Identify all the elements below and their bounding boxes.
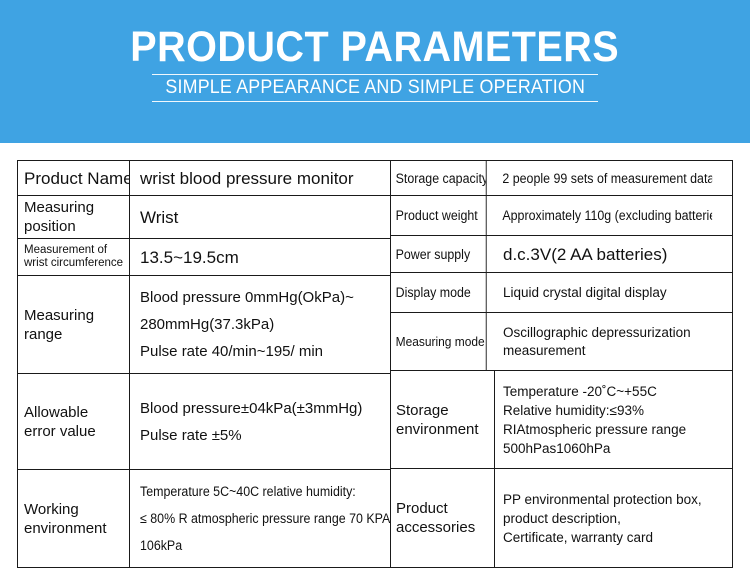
table-row: Measuring position Wrist	[18, 196, 390, 239]
page-subtitle-rule: SIMPLE APPEARANCE AND SIMPLE OPERATION	[151, 73, 599, 102]
row-label: Display mode	[391, 273, 487, 312]
row-value: Liquid crystal digital display	[503, 285, 667, 300]
table-row: Product weight Approximately 110g (exclu…	[391, 196, 732, 236]
row-label: Working environment	[18, 470, 130, 567]
page-header-banner: PRODUCT PARAMETERS SIMPLE APPEARANCE AND…	[0, 0, 750, 143]
row-value: Approximately 110g (excluding batteries)	[502, 208, 713, 223]
table-row: Product Name wrist blood pressure monito…	[18, 161, 390, 196]
table-row: Storage capacity 2 people 99 sets of mea…	[391, 161, 732, 196]
page-subtitle: SIMPLE APPEARANCE AND SIMPLE OPERATION	[165, 76, 585, 98]
table-row: Measurement of wrist circumference 13.5~…	[18, 239, 390, 276]
row-label: Measuring position	[18, 196, 130, 238]
row-label: Product Name	[18, 161, 130, 195]
row-label: Measurement of wrist circumference	[18, 239, 130, 275]
table-row: Allowable error value Blood pressure±04k…	[18, 374, 390, 470]
row-value: 13.5~19.5cm	[140, 247, 239, 267]
row-label: Measuring range	[18, 276, 130, 373]
table-row: Product accessories PP environmental pro…	[391, 469, 732, 567]
table-panel-left: Product Name wrist blood pressure monito…	[18, 161, 391, 567]
row-label: Power supply	[391, 236, 487, 272]
row-value: 2 people 99 sets of measurement data	[502, 170, 713, 186]
table-row: Working environment Temperature 5C~40C r…	[18, 470, 390, 567]
row-label: Product weight	[391, 196, 487, 235]
table-row: Power supply d.c.3V(2 AA batteries)	[391, 236, 732, 273]
row-value: Oscillographic depressurization measurem…	[503, 325, 691, 358]
row-label: Measuring mode	[391, 313, 487, 370]
row-value: PP environmental protection box, product…	[503, 491, 702, 545]
row-value: Temperature 5C~40C relative humidity: ≤ …	[140, 484, 390, 553]
row-label: Storage capacity	[391, 161, 487, 195]
row-label: Product accessories	[391, 469, 495, 567]
page-title: PRODUCT PARAMETERS	[130, 22, 620, 71]
row-value: Temperature -20˚C~+55C Relative humidity…	[503, 383, 687, 456]
row-value: Blood pressure±04kPa(±3mmHg) Pulse rate …	[140, 399, 363, 444]
row-value: Blood pressure 0mmHg(OkPa)~ 280mmHg(37.3…	[140, 289, 354, 360]
product-parameters-table: Product Name wrist blood pressure monito…	[17, 160, 733, 568]
row-value: d.c.3V(2 AA batteries)	[503, 244, 668, 264]
row-value: Wrist	[140, 207, 179, 227]
table-row: Measuring range Blood pressure 0mmHg(OkP…	[18, 276, 390, 374]
table-row: Measuring mode Oscillographic depressuri…	[391, 313, 732, 371]
table-row: Display mode Liquid crystal digital disp…	[391, 273, 732, 313]
row-value: wrist blood pressure monitor	[140, 168, 354, 188]
row-label: Allowable error value	[18, 374, 130, 469]
table-panel-right: Storage capacity 2 people 99 sets of mea…	[391, 161, 732, 567]
row-label: Storage environment	[391, 371, 495, 468]
table-row: Storage environment Temperature -20˚C~+5…	[391, 371, 732, 469]
